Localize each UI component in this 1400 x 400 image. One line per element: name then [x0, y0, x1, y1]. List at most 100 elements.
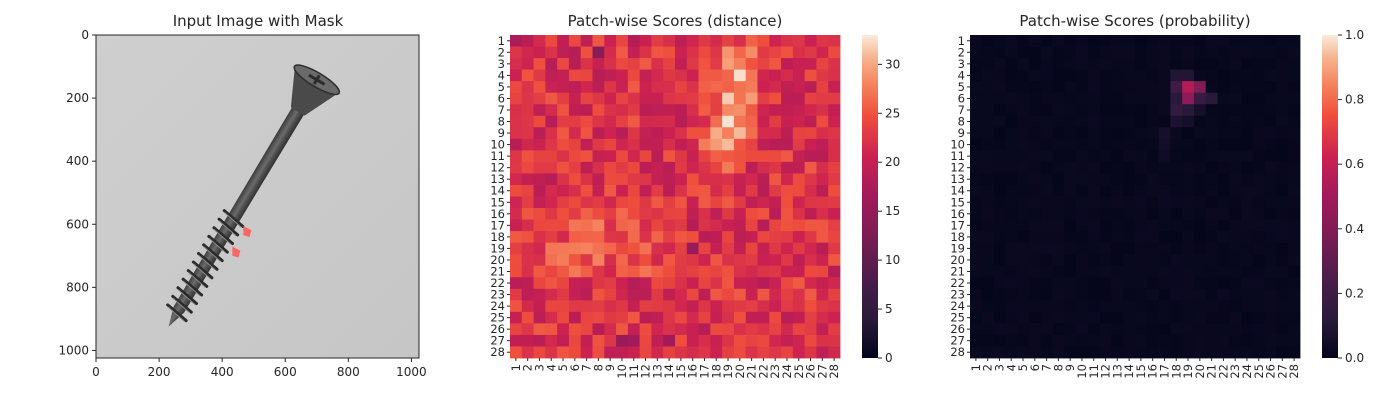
heatmap-cell: [804, 150, 817, 163]
heatmap-cell: [1040, 92, 1053, 105]
heatmap-cell: [1064, 231, 1077, 244]
heatmap-cell: [828, 311, 841, 324]
heatmap-cell: [1229, 81, 1242, 94]
heatmap-cell: [545, 242, 558, 255]
heatmap-cell: [1217, 161, 1230, 174]
heatmap-cell: [781, 231, 794, 244]
heatmap-cell: [639, 58, 652, 71]
heatmap-cell: [1099, 127, 1112, 140]
y-tick-label: 28: [490, 345, 505, 359]
input-image-title: Input Image with Mask: [173, 12, 344, 30]
heatmap-cell: [816, 334, 829, 347]
heatmap-cell: [792, 58, 806, 71]
heatmap-cell: [1241, 219, 1254, 232]
heatmap-cell: [592, 138, 605, 151]
heatmap-cell: [710, 150, 723, 163]
heatmap-cell: [710, 254, 723, 267]
heatmap-cell: [580, 254, 593, 267]
heatmap-cell: [521, 334, 534, 347]
heatmap-cell: [804, 231, 817, 244]
heatmap-cell: [510, 127, 523, 140]
heatmap-cell: [639, 219, 652, 232]
heatmap-cell: [769, 208, 782, 220]
heatmap-cell: [1064, 81, 1077, 94]
heatmap-cell: [1005, 231, 1018, 244]
heatmap-cell: [651, 288, 664, 301]
heatmap-cell: [745, 254, 758, 267]
y-tick-label: 12: [490, 161, 505, 175]
heatmap-cell: [1017, 69, 1030, 82]
heatmap-cell: [651, 115, 664, 128]
x-tick-label: 7: [580, 364, 594, 371]
heatmap-cell: [804, 242, 817, 255]
heatmap-cell: [1040, 323, 1053, 336]
heatmap-cell: [710, 219, 723, 232]
heatmap-cell: [816, 69, 829, 82]
heatmap-cell: [1123, 219, 1136, 232]
heatmap-cell: [1170, 115, 1183, 128]
heatmap-cell: [722, 115, 735, 128]
heatmap-cell: [1182, 242, 1195, 255]
heatmap-cell: [663, 58, 676, 71]
heatmap-cell: [1170, 323, 1183, 336]
heatmap-cell: [1076, 81, 1089, 94]
heatmap-cell: [745, 208, 758, 220]
heatmap-cell: [663, 81, 676, 94]
heatmap-cell: [1005, 46, 1018, 59]
heatmap-cell: [510, 173, 523, 186]
heatmap-cell: [970, 81, 983, 94]
heatmap-cell: [792, 311, 806, 324]
heatmap-cell: [1111, 138, 1124, 151]
heatmap-cell: [698, 208, 711, 220]
heatmap-cell: [1182, 58, 1195, 71]
y-tick-label: 800: [66, 280, 89, 294]
heatmap-cell: [557, 196, 570, 209]
heatmap-cell: [675, 277, 688, 290]
heatmap-cell: [580, 300, 593, 313]
heatmap-cell: [1170, 138, 1183, 151]
heatmap-cell: [1099, 46, 1112, 59]
heatmap-cell: [722, 208, 735, 220]
heatmap-cell: [993, 69, 1006, 82]
heatmap-cell: [698, 288, 711, 301]
heatmap-cell: [970, 184, 983, 197]
heatmap-cell: [1193, 35, 1207, 47]
heatmap-cell: [580, 311, 593, 324]
heatmap-cell: [616, 334, 629, 347]
heatmap-cell: [792, 323, 806, 336]
heatmap-cell: [1099, 265, 1112, 278]
heatmap-cell: [710, 173, 723, 186]
heatmap-cell: [1135, 311, 1148, 324]
heatmap-cell: [1264, 173, 1277, 186]
heatmap-cell: [1064, 208, 1077, 220]
heatmap-cell: [981, 92, 994, 105]
heatmap-cell: [1264, 46, 1277, 59]
heatmap-cell: [592, 334, 605, 347]
x-tick-label: 7: [1040, 364, 1054, 371]
heatmap-cell: [557, 81, 570, 94]
heatmap-cell: [1158, 265, 1171, 278]
heatmap-cell: [1028, 346, 1042, 359]
colorbar-tick-label: 25: [885, 106, 900, 120]
heatmap-cell: [510, 81, 523, 94]
heatmap-cell: [781, 69, 794, 82]
heatmap-cell: [521, 92, 534, 105]
heatmap-cell: [1028, 300, 1042, 313]
heatmap-cell: [1017, 127, 1030, 140]
heatmap-cell: [970, 323, 983, 336]
heatmap-cell: [1264, 150, 1277, 163]
heatmap-cell: [651, 127, 664, 140]
heatmap-cell: [1241, 92, 1254, 105]
heatmap-cell: [757, 300, 770, 313]
heatmap-cell: [993, 311, 1006, 324]
heatmap-cell: [663, 265, 676, 278]
heatmap-cell: [1264, 69, 1277, 82]
heatmap-cell: [1146, 35, 1159, 47]
heatmap-cell: [981, 173, 994, 186]
heatmap-cell: [686, 231, 699, 244]
heatmap-cell: [533, 184, 546, 197]
heatmap-cell: [568, 138, 582, 151]
heatmap-cell: [675, 254, 688, 267]
heatmap-cell: [1264, 138, 1277, 151]
y-tick-label: 200: [66, 91, 89, 105]
